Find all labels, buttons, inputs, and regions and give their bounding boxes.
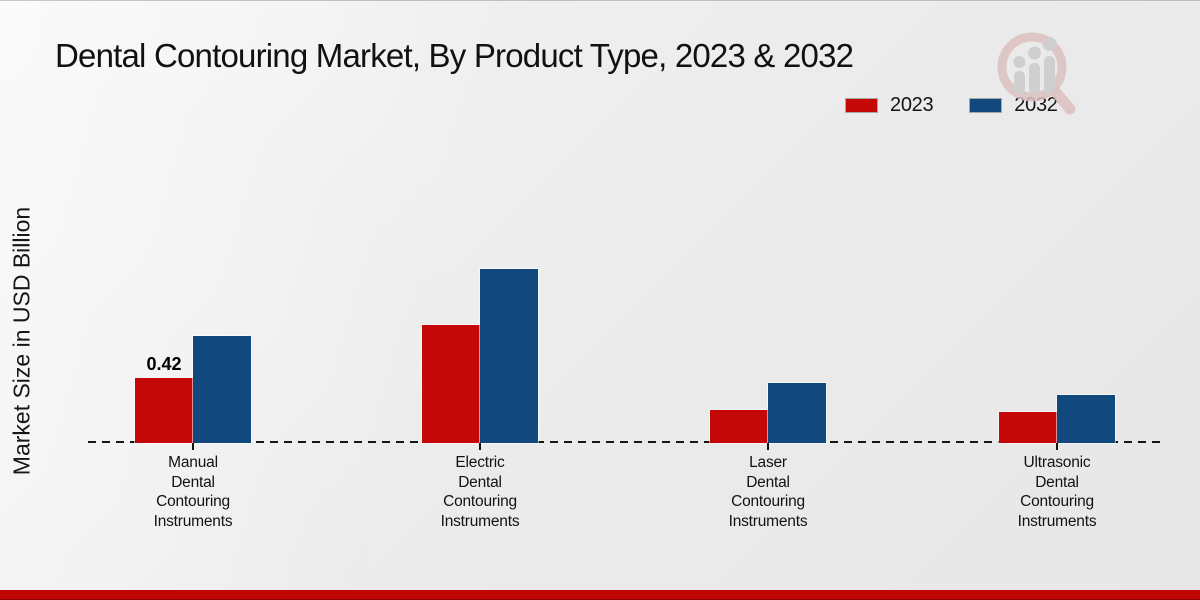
category-label-line: Contouring xyxy=(731,493,805,510)
legend-label: 2023 xyxy=(890,94,934,116)
category-label-line: Laser xyxy=(749,454,787,471)
category-label-line: Electric xyxy=(455,454,505,471)
legend-swatch-icon xyxy=(845,98,878,113)
bar-2032-3 xyxy=(768,383,826,443)
category-label: Ultrasonic Dental Contouring Instruments xyxy=(967,453,1147,531)
bar-2032-1 xyxy=(193,336,251,443)
category-label-line: Contouring xyxy=(156,493,230,510)
category-label: Laser Dental Contouring Instruments xyxy=(678,453,858,531)
category-label: Manual Dental Contouring Instruments xyxy=(103,453,283,531)
category-label: Electric Dental Contouring Instruments xyxy=(390,453,570,531)
chart-title: Dental Contouring Market, By Product Typ… xyxy=(55,37,854,74)
category-label-line: Instruments xyxy=(1017,512,1097,530)
x-axis-tick xyxy=(192,443,194,450)
category-label-line: Contouring xyxy=(1020,493,1094,510)
category-label-line: Dental xyxy=(746,473,790,491)
bar-2023-1 xyxy=(135,378,193,443)
category-label-line: Instruments xyxy=(728,512,808,530)
category-label-line: Dental xyxy=(171,473,215,491)
bar-2023-2 xyxy=(422,325,480,443)
x-axis-baseline-dashed xyxy=(88,441,1165,443)
category-label-line: Manual xyxy=(168,454,218,471)
category-label-line: Dental xyxy=(1035,473,1079,491)
category-label-line: Ultrasonic xyxy=(1023,454,1091,471)
x-axis-tick xyxy=(767,443,769,450)
category-label-line: Instruments xyxy=(440,512,520,530)
bar-value-label: 0.42 xyxy=(146,354,182,374)
x-axis-tick xyxy=(1056,443,1058,450)
category-label-line: Contouring xyxy=(443,493,517,510)
category-label-line: Instruments xyxy=(153,512,233,530)
bottom-red-stripe xyxy=(0,590,1200,600)
legend-item-2023: 2023 xyxy=(845,94,934,117)
bar-2032-4 xyxy=(1057,395,1115,443)
x-axis-tick xyxy=(479,443,481,450)
magnifier-growth-chart-logo-icon xyxy=(997,32,1076,115)
category-label-line: Dental xyxy=(458,473,502,491)
bar-2023-4 xyxy=(999,412,1057,443)
legend-swatch-icon xyxy=(969,98,1003,113)
bar-2023-3 xyxy=(710,410,768,443)
bar-2032-2 xyxy=(480,269,538,443)
